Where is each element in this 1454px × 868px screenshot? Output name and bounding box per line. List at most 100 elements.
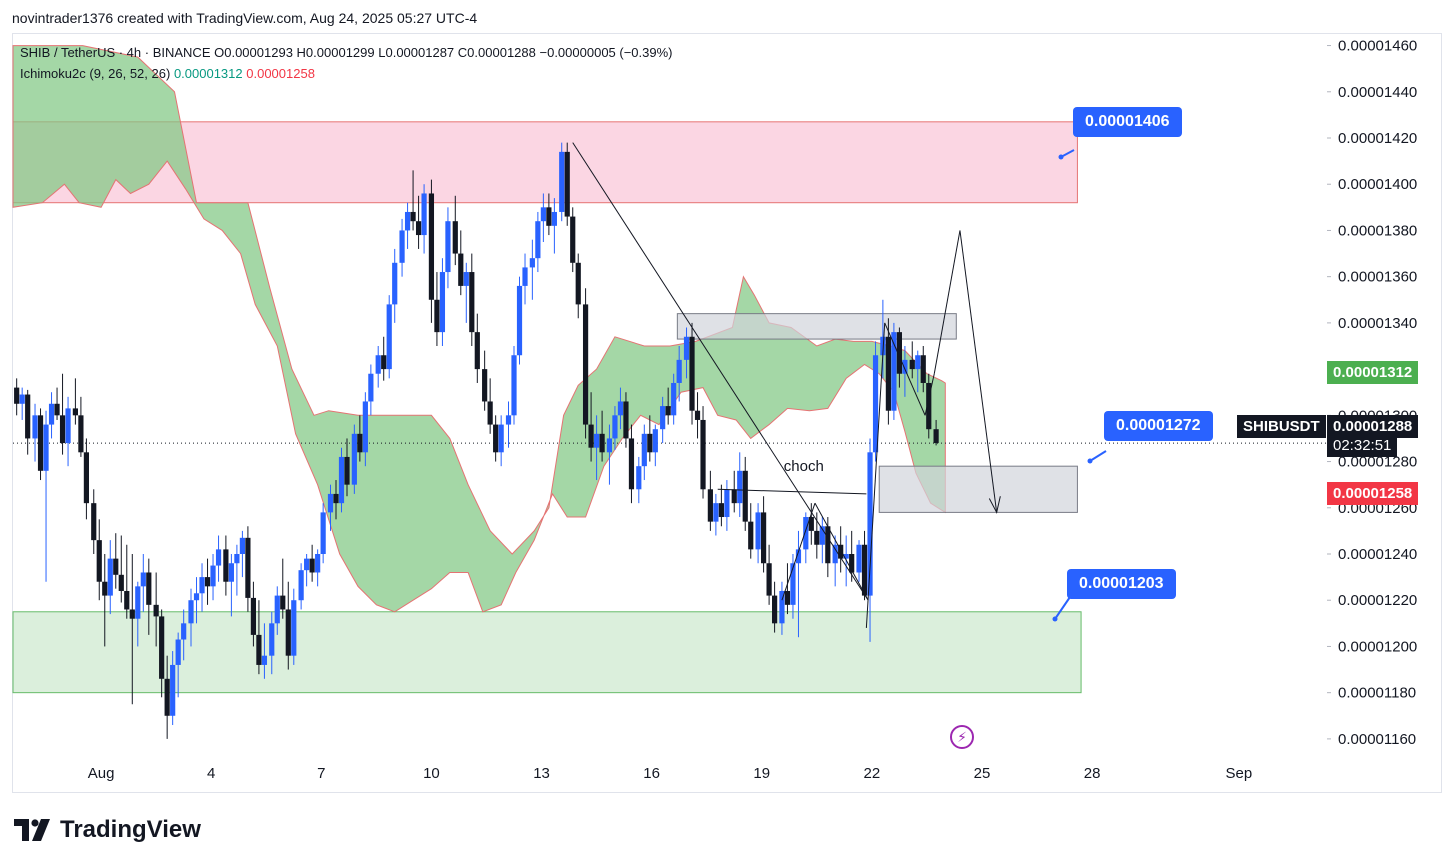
candle bbox=[256, 600, 262, 675]
candle-body bbox=[902, 359, 908, 374]
candle bbox=[135, 581, 141, 647]
candle bbox=[737, 452, 743, 518]
candle-body bbox=[832, 544, 838, 564]
projection-down bbox=[959, 230, 998, 513]
callout-top[interactable]: 0.00001406 bbox=[1073, 107, 1182, 137]
candle bbox=[617, 387, 624, 430]
candle-body bbox=[368, 373, 374, 402]
candle bbox=[291, 588, 297, 665]
candle bbox=[498, 415, 504, 467]
candle bbox=[37, 408, 44, 481]
candle-body bbox=[926, 382, 932, 430]
candle-body bbox=[392, 262, 398, 305]
y-tick-label: 0.00001160 bbox=[1338, 731, 1416, 748]
candle bbox=[920, 346, 926, 393]
candle bbox=[707, 470, 713, 531]
candle bbox=[665, 387, 671, 425]
candle bbox=[362, 392, 368, 467]
candle-body bbox=[434, 299, 440, 333]
y-tick-label: 0.00001440 bbox=[1338, 84, 1417, 101]
callout-anchor-dot bbox=[1058, 154, 1064, 160]
candle bbox=[546, 193, 552, 236]
candle bbox=[113, 533, 119, 589]
tradingview-logo[interactable]: TradingView bbox=[14, 816, 201, 844]
candle bbox=[309, 544, 315, 582]
candle bbox=[25, 389, 31, 455]
candle-body bbox=[493, 424, 499, 453]
candle-body bbox=[239, 537, 245, 554]
candle bbox=[755, 503, 761, 564]
candle bbox=[274, 586, 280, 635]
candle bbox=[83, 438, 90, 520]
callout-mid[interactable]: 0.00001272 bbox=[1104, 411, 1213, 441]
candle bbox=[140, 554, 146, 612]
candle-body bbox=[891, 332, 897, 411]
ohlc-change: −0.00000005 (−0.39%) bbox=[539, 45, 673, 60]
candle-body bbox=[700, 419, 706, 490]
candle bbox=[724, 480, 730, 531]
candle-body bbox=[838, 544, 844, 559]
candle bbox=[493, 415, 499, 462]
candle bbox=[188, 588, 194, 647]
candle bbox=[819, 517, 825, 564]
candle bbox=[404, 202, 411, 249]
candle bbox=[660, 396, 666, 444]
candle-body bbox=[724, 489, 730, 518]
candle-body bbox=[113, 558, 119, 575]
candle-body bbox=[43, 424, 49, 471]
candle-body bbox=[647, 433, 653, 453]
candle bbox=[790, 554, 796, 619]
candle-body bbox=[498, 424, 504, 453]
candle-body bbox=[861, 544, 868, 596]
candle-body bbox=[933, 429, 939, 444]
candle-body bbox=[452, 221, 458, 254]
indicator-name[interactable]: Ichimoku2c (9, 26, 52, 26) bbox=[20, 66, 171, 81]
lightning-icon[interactable]: ⚡ bbox=[950, 725, 974, 749]
candle bbox=[676, 346, 682, 402]
candle-body bbox=[896, 332, 902, 374]
candle-body bbox=[742, 470, 748, 522]
x-tick-label: 25 bbox=[974, 765, 991, 782]
x-tick-label: 10 bbox=[423, 765, 440, 782]
candle bbox=[368, 364, 374, 416]
candle bbox=[170, 651, 176, 726]
candle bbox=[250, 581, 257, 647]
candle bbox=[915, 350, 921, 393]
ohlc-open: O0.00001293 bbox=[214, 45, 293, 60]
symbol-line[interactable]: SHIB / TetherUS · 4h · BINANCE bbox=[20, 45, 211, 60]
candle bbox=[671, 373, 677, 425]
callout-bottom[interactable]: 0.00001203 bbox=[1067, 569, 1176, 599]
candle bbox=[327, 484, 334, 531]
candle-body bbox=[819, 526, 825, 545]
candle bbox=[72, 378, 78, 425]
candle bbox=[779, 581, 785, 635]
tv-logo-icon bbox=[14, 819, 50, 841]
candle bbox=[65, 396, 71, 467]
candle-body bbox=[269, 623, 275, 656]
byline: novintrader1376 created with TradingView… bbox=[12, 10, 478, 26]
candle-body bbox=[256, 634, 262, 665]
candle-body bbox=[107, 558, 113, 596]
candle-body bbox=[516, 285, 523, 356]
candle-body bbox=[362, 401, 368, 453]
candle-body bbox=[118, 574, 124, 591]
candle bbox=[683, 327, 690, 379]
candle bbox=[933, 419, 939, 446]
candle bbox=[814, 512, 820, 559]
candle-body bbox=[170, 664, 176, 716]
callout-pointer bbox=[1054, 596, 1071, 620]
candle-body bbox=[546, 207, 552, 226]
candle-body bbox=[204, 577, 211, 587]
y-tick-label: 0.00001360 bbox=[1338, 269, 1417, 286]
candle bbox=[357, 415, 363, 462]
candle-body bbox=[458, 253, 464, 286]
candle-body bbox=[790, 563, 796, 605]
candle-body bbox=[474, 332, 480, 370]
candle bbox=[588, 392, 594, 462]
candle bbox=[652, 424, 658, 467]
candle bbox=[926, 373, 932, 439]
indicator-value-2: 0.00001258 bbox=[246, 66, 315, 81]
y-tick-label: 0.00001380 bbox=[1338, 222, 1417, 239]
candle bbox=[487, 378, 493, 434]
